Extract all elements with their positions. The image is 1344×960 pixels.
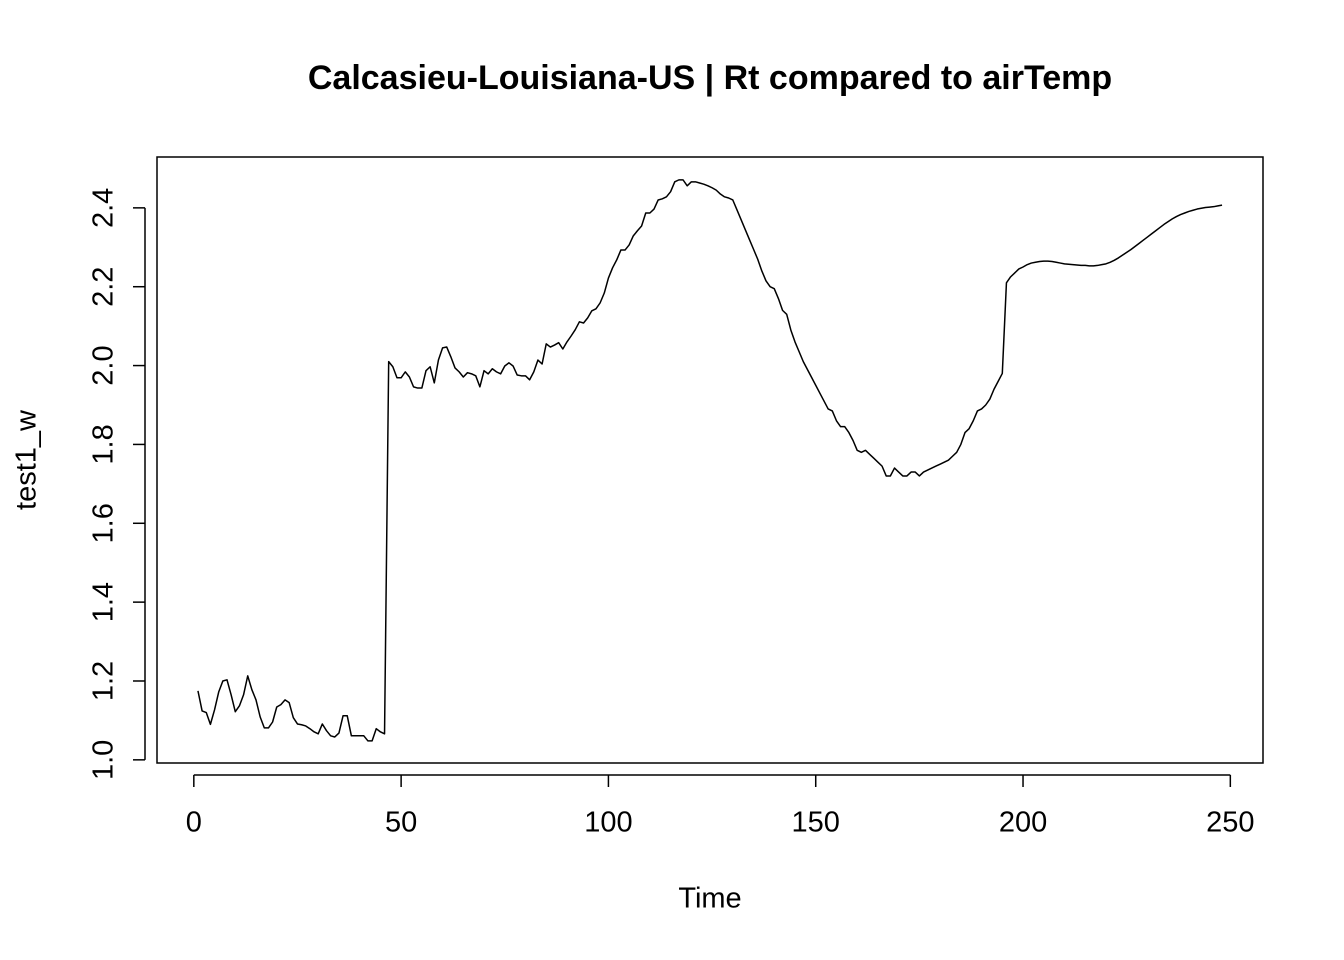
y-tick-label: 2.4 <box>88 188 120 228</box>
x-tick-label: 150 <box>792 807 840 839</box>
chart-title: Calcasieu-Louisiana-US | Rt compared to … <box>308 59 1112 97</box>
x-tick-label: 200 <box>999 807 1047 839</box>
x-axis-label: Time <box>678 883 741 915</box>
y-tick-label: 1.4 <box>88 582 120 622</box>
y-tick-label: 1.2 <box>88 661 120 701</box>
x-tick-label: 100 <box>584 807 632 839</box>
x-tick-label: 0 <box>186 807 202 839</box>
y-tick-label: 1.0 <box>88 740 120 780</box>
x-tick-label: 250 <box>1206 807 1254 839</box>
data-line <box>197 179 1223 742</box>
y-tick-label: 2.2 <box>88 267 120 307</box>
y-tick-label: 2.0 <box>88 345 120 385</box>
plot-frame <box>156 156 1264 764</box>
y-tick-label: 1.8 <box>88 424 120 464</box>
x-tick-label: 50 <box>385 807 417 839</box>
y-axis-label: test1_w <box>11 409 43 510</box>
y-tick-label: 1.6 <box>88 503 120 543</box>
